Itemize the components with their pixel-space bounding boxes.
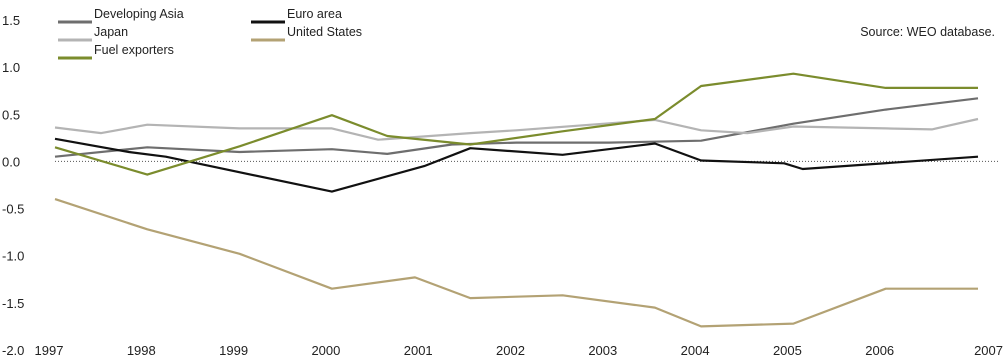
y-tick-label: -2.0 [2,343,24,358]
legend-label: Euro area [287,7,342,21]
y-tick-label: -1.5 [2,296,24,311]
x-tick-label: 2004 [681,343,710,358]
series-line-japan [54,117,979,141]
x-tick-label: 2001 [404,343,433,358]
series-line-united-states [54,198,978,328]
source-note: Source: WEO database. [860,25,995,39]
x-tick-label: 2007 [974,343,1003,358]
y-tick-label: -0.5 [2,202,24,217]
x-tick-label: 2002 [496,343,525,358]
x-tick-label: 1998 [127,343,156,358]
legend-label: Developing Asia [94,7,184,21]
series-line-euro-area [54,137,979,193]
y-tick-label: -1.0 [2,249,24,264]
x-tick-label: 2003 [588,343,617,358]
legend-label: Fuel exporters [94,43,174,57]
legend: Developing Asia Euro area Japan United Stat… [58,7,362,60]
x-tick-label: 2006 [865,343,894,358]
x-tick-label: 2000 [311,343,340,358]
legend-label: United States [287,25,362,39]
y-axis: 1.5 1.0 0.5 0.0 -0.5 -1.0 -1.5 -2.0 [2,13,24,358]
series-layer [54,72,979,328]
x-axis: 1997 1998 1999 2000 2001 2002 2003 2004 2005 2006… [35,343,1003,358]
x-tick-label: 1997 [35,343,64,358]
series-line-fuel-exporters [54,72,978,176]
x-tick-label: 1999 [219,343,248,358]
x-tick-label: 2005 [773,343,802,358]
y-tick-label: 1.5 [2,13,20,28]
y-tick-label: 0.5 [2,107,20,122]
y-tick-label: 0.0 [2,154,20,169]
legend-label: Japan [94,25,128,39]
y-tick-label: 1.0 [2,60,20,75]
